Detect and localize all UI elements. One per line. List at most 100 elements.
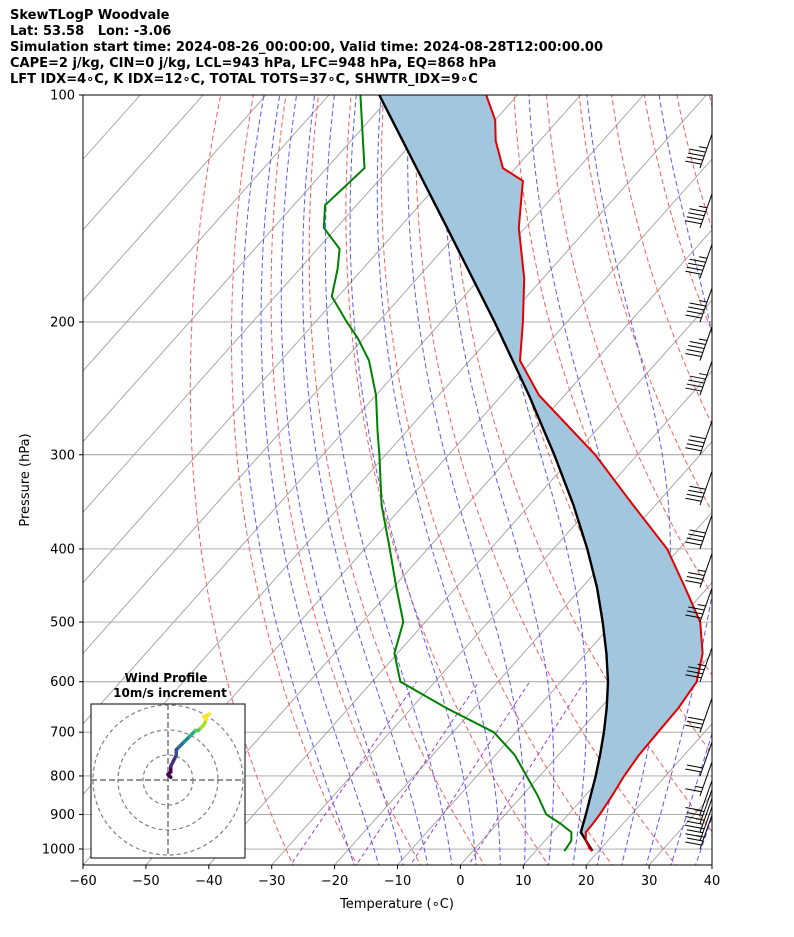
wind-barb-flag (688, 489, 705, 494)
isotherm (397, 511, 712, 865)
wind-barb-flag (688, 716, 705, 721)
x-tick-label: −20 (321, 874, 348, 889)
wind-barb-staff (699, 553, 713, 588)
wind-barb (685, 133, 713, 169)
isotherm (83, 95, 330, 372)
wind-barb-flag (685, 833, 702, 838)
wind-barb-staff (699, 806, 713, 841)
x-tick-label: 0 (456, 874, 464, 889)
moist-adiabat (260, 95, 380, 865)
wind-barb-flag (689, 258, 706, 263)
wind-barb-staff (699, 780, 713, 815)
wind-barb-flag (686, 812, 703, 816)
wind-barb (685, 420, 713, 455)
wind-barb-flag (688, 212, 705, 217)
wind-barb-flag (686, 720, 703, 725)
wind-barb-staff (699, 798, 713, 833)
chart-title: SkewTLogP Woodvale (10, 8, 170, 23)
isotherm (83, 95, 456, 513)
y-tick-label: 600 (50, 675, 75, 690)
wind-barb-staff (699, 647, 713, 682)
dry-adiabat (578, 95, 712, 513)
wind-barb-flag (685, 160, 702, 165)
dry-adiabat (676, 95, 712, 230)
x-axis-label: Temperature (∘C) (339, 897, 454, 912)
wind-barb-staff (699, 244, 713, 279)
wind-barb-staff (699, 789, 713, 824)
wind-barb-flag (688, 152, 705, 157)
index-line: LFT IDX=4∘C, K IDX=12∘C, TOTAL TOTS=37∘C… (10, 72, 478, 87)
wind-barb-staff (699, 761, 713, 796)
x-tick-label: 20 (578, 874, 595, 889)
cape-shading (379, 95, 703, 851)
wind-barb (685, 553, 713, 588)
wind-barb-flag (685, 541, 702, 546)
wind-barb-staff (699, 420, 713, 455)
wind-barb-flag (685, 788, 702, 793)
dry-adiabat (770, 78, 794, 868)
wind-barb-flag (686, 349, 703, 354)
isotherm (648, 793, 712, 865)
moist-adiabat (241, 95, 355, 865)
wind-barb-flag (686, 383, 703, 388)
moist-adiabat (695, 815, 712, 865)
dry-adiabat (448, 95, 712, 833)
wind-barb-flag (685, 220, 702, 225)
y-tick-label: 100 (50, 89, 75, 104)
wind-barb-staff (699, 471, 713, 506)
wind-barb-flag (689, 341, 706, 346)
hodograph: Wind Profile 10m/s increment (90, 671, 246, 859)
hodograph-subtitle: 10m/s increment (113, 686, 227, 700)
wind-barb-flag (686, 670, 703, 675)
wind-barb (685, 193, 713, 228)
time-line: Simulation start time: 2024-08-26_00:00:… (10, 40, 603, 55)
mixing-ratio-line (289, 681, 418, 865)
isotherm (83, 95, 518, 584)
wind-barb-flag (686, 493, 703, 498)
wind-barb (685, 244, 713, 279)
wind-barb-flag (685, 614, 702, 619)
hodograph-plot (91, 704, 245, 858)
dry-adiabat (545, 95, 712, 596)
wind-barb-half-flag (697, 569, 706, 573)
wind-barb-staff (699, 814, 713, 850)
wind-barb (685, 741, 713, 777)
wind-barbs (685, 133, 713, 850)
moist-adiabat (528, 95, 626, 865)
wind-barb (685, 647, 713, 682)
mixing-ratio-line (467, 681, 585, 865)
wind-barb-flag (689, 435, 706, 440)
dry-adiabat (380, 95, 613, 865)
x-tick-label: −10 (384, 874, 411, 889)
wind-barb-half-flag (698, 338, 708, 342)
x-tick-label: 40 (704, 874, 721, 889)
mixing-ratio-line (409, 681, 531, 865)
wind-barb-staff (699, 698, 713, 733)
wind-barb-staff (699, 587, 713, 623)
y-tick-label: 200 (50, 315, 75, 330)
isotherm (145, 229, 712, 865)
wind-barb-flag (688, 572, 705, 577)
wind-barb-staff (699, 741, 713, 777)
moist-adiabat (302, 95, 429, 865)
dry-adiabat (189, 95, 294, 865)
y-tick-label: 700 (50, 726, 75, 741)
wind-barb (685, 587, 713, 623)
dry-adiabat (708, 95, 712, 109)
isotherm (585, 723, 712, 865)
wind-barb-flag (689, 302, 706, 307)
dry-adiabat (308, 95, 486, 865)
wind-barb-half-flag (698, 373, 708, 376)
wind-barb-flag (685, 807, 702, 812)
moist-adiabat (324, 95, 453, 865)
isotherm (334, 440, 712, 865)
wind-barb-flag (685, 497, 702, 502)
wind-barb (685, 471, 713, 506)
wind-barb (685, 287, 713, 323)
wind-barb-flag (685, 824, 702, 829)
isotherm (711, 864, 712, 865)
wind-barb-flag (689, 148, 706, 153)
dry-adiabat (611, 95, 712, 426)
y-tick-label: 300 (50, 448, 75, 463)
hodograph-title: Wind Profile (125, 671, 208, 685)
